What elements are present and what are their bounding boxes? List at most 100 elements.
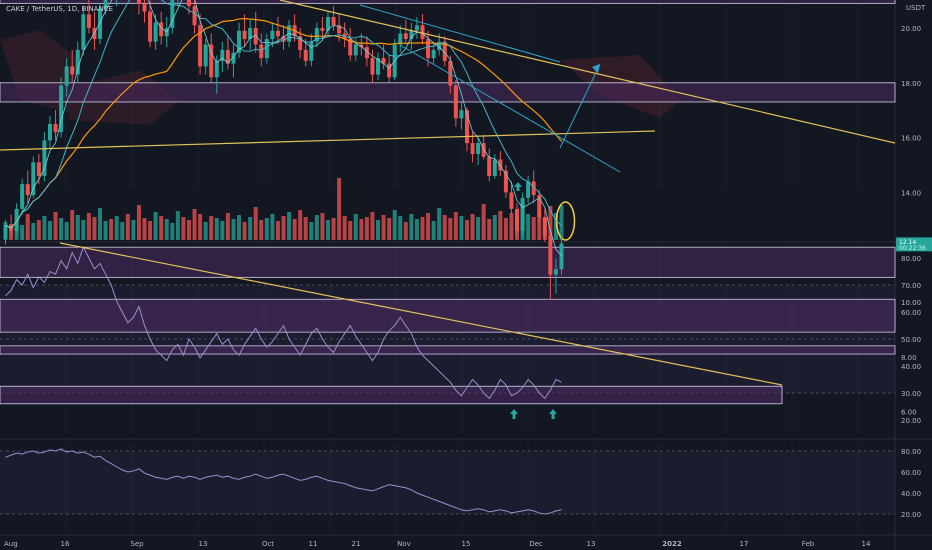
candle-body: [98, 8, 103, 39]
candle-body: [214, 60, 219, 78]
stoch-line: [5, 448, 562, 515]
volume-bar: [303, 217, 308, 240]
x-tick-label: 15: [462, 540, 471, 548]
candle-body: [464, 110, 469, 144]
candle-body: [237, 30, 242, 53]
candle-body: [259, 44, 264, 59]
candle-body: [59, 85, 64, 133]
volume-bar: [109, 219, 114, 240]
volume-bar: [36, 220, 41, 240]
volume-bar: [370, 212, 375, 240]
ma-slow-line: [5, 17, 562, 229]
x-tick-label: Feb: [802, 540, 815, 548]
candle-body: [420, 25, 425, 39]
candle-body: [542, 217, 547, 237]
candle-body: [220, 49, 225, 61]
candle-body: [453, 85, 458, 119]
ma-fast-line: [5, 0, 562, 257]
candle-body: [75, 49, 80, 75]
candle-body: [325, 17, 330, 31]
x-tick-label: 17: [740, 540, 749, 548]
candle-body: [537, 195, 542, 218]
candle-body: [353, 44, 358, 56]
candle-body: [331, 17, 336, 26]
volume-bar: [309, 222, 314, 240]
price-tick-label: 10.00: [901, 299, 921, 307]
candle-body: [142, 3, 147, 12]
x-tick-label: Aug: [4, 540, 18, 548]
volume-bar: [387, 218, 392, 240]
projection-arrow-head: [592, 64, 600, 73]
candle-body: [159, 22, 164, 37]
volume-bar: [192, 209, 197, 240]
volume-bar: [548, 206, 553, 240]
candle-body: [248, 28, 253, 39]
candle-body: [431, 49, 436, 59]
volume-bar: [53, 212, 58, 240]
candle-body: [376, 58, 381, 75]
rsi-tick-label: 60.00: [901, 309, 921, 317]
rsi-panel: [0, 242, 895, 419]
volume-bar: [342, 216, 347, 240]
volume-bar: [314, 215, 319, 240]
candle-body: [448, 60, 453, 86]
candle-body: [31, 162, 36, 196]
symbol-title: CAKE / TetherUS, 1D, BINANCE: [6, 5, 113, 13]
candle-body: [86, 14, 91, 28]
price-badge-countdown: 00:22:36: [899, 245, 926, 252]
support-resistance-zones: [0, 0, 896, 355]
candle-body: [309, 41, 314, 61]
channel-lower-line: [399, 44, 621, 173]
volume-bar: [414, 219, 419, 240]
volume-bar: [420, 217, 425, 240]
candle-body: [487, 156, 492, 176]
candle-body: [520, 197, 525, 231]
price-tick-label: 8.00: [901, 354, 917, 362]
x-tick-label: Dec: [529, 540, 543, 548]
candle-body: [70, 66, 75, 75]
candle-body: [426, 38, 431, 59]
volume-bar: [81, 220, 86, 240]
volume-bar: [75, 215, 80, 240]
candle-body: [281, 36, 286, 42]
projection-arrow-line: [559, 63, 601, 149]
trend-drawings: [0, 0, 896, 191]
candle-body: [186, 0, 191, 7]
volume-bar: [20, 225, 25, 240]
ascending-trendline: [0, 130, 656, 151]
volume-bar: [292, 219, 297, 240]
volume-bar: [186, 220, 191, 240]
stoch-tick-label: 80.00: [901, 448, 921, 456]
volume-bar: [470, 214, 475, 240]
volume-bar: [125, 214, 130, 240]
volume-bar: [153, 212, 158, 240]
candle-body: [153, 22, 158, 42]
volume-bar: [31, 223, 36, 240]
rsi-line: [5, 245, 562, 400]
volume-bar: [253, 207, 258, 240]
volume-bar: [498, 211, 503, 240]
candle-body: [209, 44, 214, 78]
candle-body: [503, 170, 508, 193]
candle-body: [314, 28, 319, 42]
candle-body: [303, 49, 308, 61]
candle-body: [231, 52, 236, 64]
candle-body: [370, 58, 375, 75]
price-zone: [0, 0, 896, 4]
volume-bar: [403, 222, 408, 240]
volume-bar: [164, 219, 169, 240]
x-tick-label: 11: [309, 540, 318, 548]
candle-body: [337, 25, 342, 34]
volume-bar: [103, 221, 108, 240]
volume-bar: [70, 210, 75, 240]
rsi-trendline: [59, 242, 783, 386]
volume-bar: [353, 214, 358, 240]
volume-bar: [25, 214, 30, 240]
volume-bar: [398, 216, 403, 240]
volume-bar: [531, 217, 536, 240]
volume-bar: [503, 218, 508, 240]
rsi-tick-label: 20.00: [901, 417, 921, 425]
candle-body: [548, 236, 553, 275]
candle-body: [53, 123, 58, 133]
